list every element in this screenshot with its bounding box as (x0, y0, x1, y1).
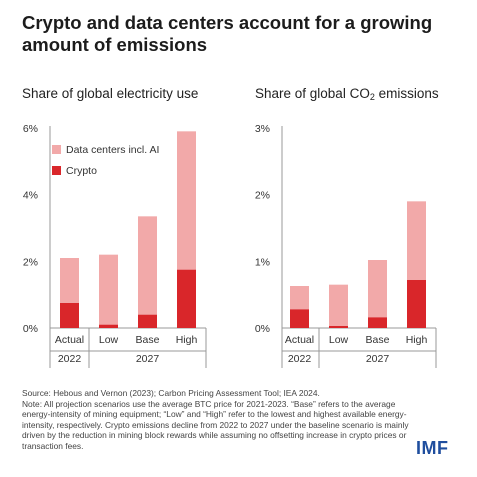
chart-title: Crypto and data centers account for a gr… (22, 12, 433, 55)
emissions-y-tick-label: 1% (255, 256, 270, 268)
electricity-y-tick-label: 4% (23, 190, 38, 202)
electricity-bar-crypto-base (138, 314, 157, 328)
footer-notes: Source: Hebous and Vernon (2023); Carbon… (22, 388, 412, 452)
emissions-bar-data-centers-high (407, 201, 426, 280)
emissions-y-tick-label: 2% (255, 190, 270, 202)
electricity-year-label: 2022 (58, 353, 82, 365)
electricity-year-label: 2027 (136, 353, 160, 365)
electricity-y-tick-label: 0% (23, 323, 38, 335)
electricity-bar-crypto-high (177, 269, 196, 328)
electricity-category-label: Low (99, 334, 119, 346)
right-panel-title-main: Share of global CO (255, 86, 370, 101)
legend-swatch-crypto (52, 166, 61, 175)
emissions-category-label: High (406, 334, 428, 346)
emissions-category-label: Low (329, 334, 349, 346)
electricity-category-label: Actual (55, 334, 84, 346)
charts-area: 0% 2% 4% 6% Actual Low Base High 2022 2027 Data ce… (23, 123, 437, 368)
right-panel-title-suffix: emissions (374, 86, 439, 101)
electricity-bar-crypto-actual (60, 303, 79, 328)
note-text: Note: All projection scenarios use the a… (22, 398, 409, 451)
electricity-category-label: High (176, 334, 198, 346)
emissions-y-tick-label: 3% (255, 123, 270, 135)
left-panel-title: Share of global electricity use (22, 86, 199, 101)
right-panel-title: Share of global CO2 emissions (255, 86, 439, 102)
emissions-bar-crypto-base (368, 317, 387, 328)
emissions-year-label: 2027 (366, 353, 390, 365)
legend-label-crypto: Crypto (66, 165, 97, 177)
emissions-bar-data-centers-actual (290, 286, 309, 310)
electricity-bar-crypto-low (99, 324, 118, 328)
emissions-year-label: 2022 (288, 353, 312, 365)
legend-swatch-data-centers (52, 145, 61, 154)
electricity-bar-data-centers-base (138, 216, 157, 315)
legend-label-data-centers: Data centers incl. AI (66, 144, 159, 156)
right-panel-title-subscript: 2 (369, 92, 375, 102)
electricity-y-tick-label: 6% (23, 123, 38, 135)
imf-logo: IMF (416, 438, 449, 458)
electricity-bar-data-centers-low (99, 254, 118, 325)
emissions-bar-crypto-actual (290, 309, 309, 328)
electricity-bar-data-centers-high (177, 131, 196, 270)
emissions-bar-crypto-high (407, 280, 426, 328)
source-text: Source: Hebous and Vernon (2023); Carbon… (22, 388, 320, 398)
electricity-category-label: Base (136, 334, 160, 346)
electricity-bar-data-centers-actual (60, 258, 79, 303)
emissions-category-label: Actual (285, 334, 314, 346)
emissions-category-label: Base (366, 334, 390, 346)
emissions-y-tick-label: 0% (255, 323, 270, 335)
emissions-bar-crypto-low (329, 326, 348, 328)
electricity-y-tick-label: 2% (23, 256, 38, 268)
emissions-bar-data-centers-low (329, 284, 348, 326)
emissions-bar-data-centers-base (368, 260, 387, 318)
